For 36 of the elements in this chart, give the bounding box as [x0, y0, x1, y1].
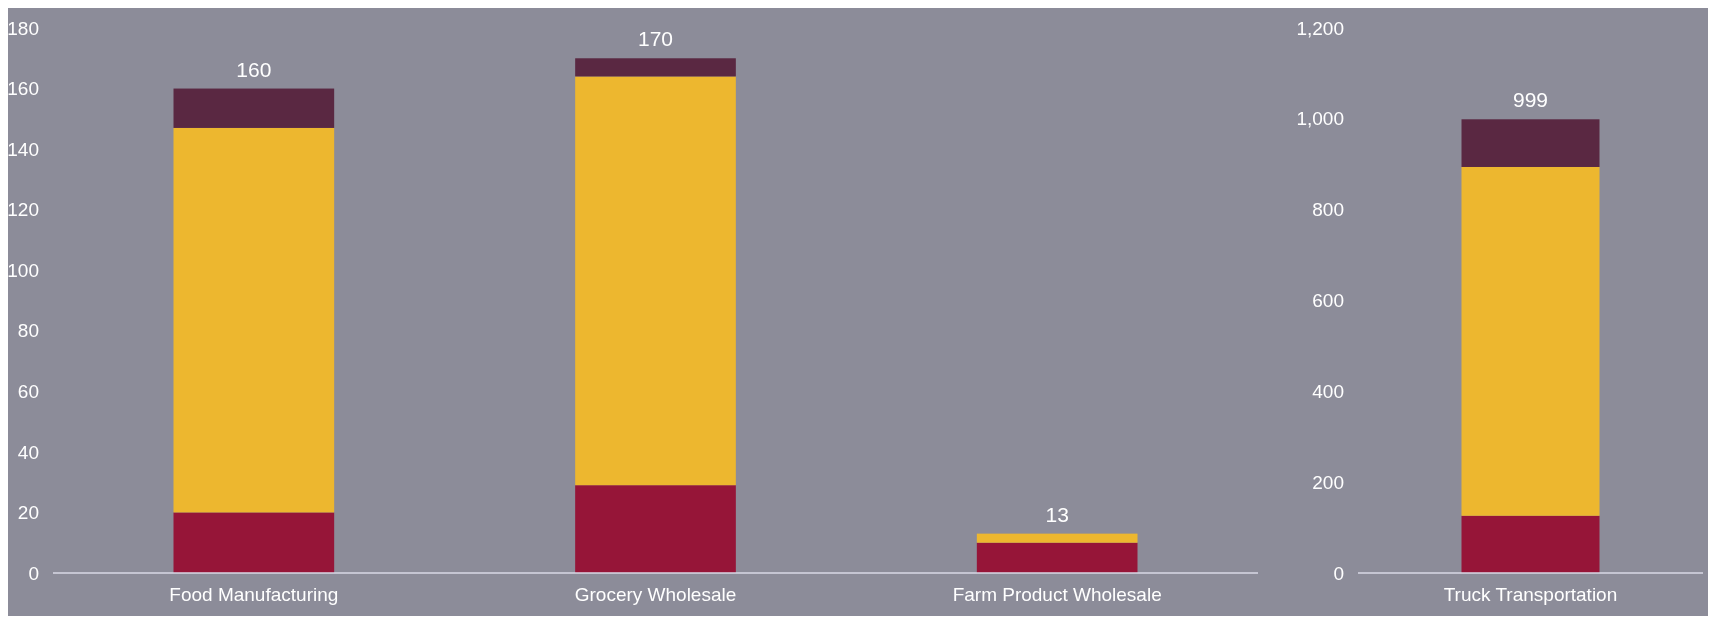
x-tick-label: Grocery Wholesale: [574, 584, 737, 605]
y-tick-label: 800: [1312, 199, 1344, 221]
bar: [575, 76, 736, 486]
y-tick-label: 1,000: [1296, 108, 1344, 130]
x-tick-label: Farm Product Wholesale: [952, 584, 1162, 605]
y-tick-label: 80: [17, 320, 39, 342]
bar: [976, 533, 1138, 543]
x-tick-label: Food Manufacturing: [169, 584, 339, 605]
y-tick-label: 0: [1333, 562, 1344, 584]
y-tick-label: 140: [7, 138, 39, 160]
bar: [575, 58, 736, 77]
bar: [976, 542, 1138, 573]
bar: [173, 88, 335, 128]
y-tick-label: 60: [17, 380, 39, 402]
y-tick-label: 200: [1312, 471, 1344, 493]
bar: [575, 485, 736, 573]
total-label: 170: [637, 27, 674, 51]
y-tick-label: 1,200: [1296, 17, 1344, 39]
x-tick-label: Truck Transportation: [1443, 584, 1618, 605]
total-label: 160: [236, 57, 272, 81]
y-tick-label: 600: [1312, 290, 1344, 312]
bar: [173, 127, 335, 513]
y-tick-label: 120: [7, 199, 39, 221]
total-label: 999: [1512, 88, 1549, 112]
y-tick-label: 400: [1312, 380, 1344, 402]
y-tick-label: 100: [7, 259, 39, 281]
y-tick-label: 160: [7, 78, 39, 100]
bar: [1461, 166, 1600, 516]
y-tick-label: 40: [17, 441, 39, 463]
bar: [173, 512, 335, 573]
y-tick-label: 0: [28, 562, 39, 584]
bar: [1461, 515, 1600, 573]
bar: [1461, 119, 1600, 167]
y-tick-label: 20: [17, 502, 39, 524]
total-label: 13: [1045, 502, 1069, 526]
y-tick-label: 180: [7, 17, 39, 39]
